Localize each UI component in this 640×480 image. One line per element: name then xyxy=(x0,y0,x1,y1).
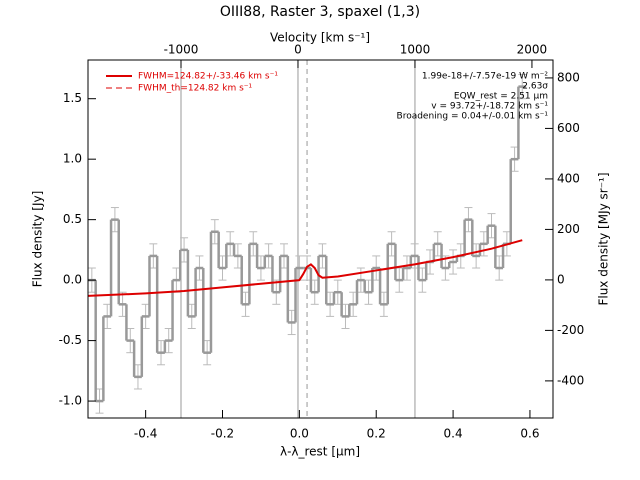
y2-tick-label: 200 xyxy=(557,222,580,236)
chart-title: OIII88, Raster 3, spaxel (1,3) xyxy=(220,4,420,20)
x2-tick-label: 2000 xyxy=(517,43,548,57)
x-tick-label: -0.2 xyxy=(211,427,234,441)
plot-frame xyxy=(87,59,554,419)
x-tick-label: 0.0 xyxy=(290,427,309,441)
x2-tick-label: -1000 xyxy=(164,43,199,57)
legend-label: FWHM=124.82+/-33.46 km s⁻¹ xyxy=(138,72,278,82)
y2-tick-label: 800 xyxy=(557,70,580,84)
x-tick-label: 0.6 xyxy=(520,427,539,441)
annotation: Broadening = 0.04+/-0.01 km s⁻¹ xyxy=(397,112,549,122)
y-tick-label: 1.5 xyxy=(63,91,82,105)
y-tick-label: 0.5 xyxy=(63,212,82,226)
x2-axis-label: Velocity [km s⁻¹] xyxy=(270,31,370,45)
legend-label: FWHM_th=124.82 km s⁻¹ xyxy=(138,84,253,94)
x-tick-label: 0.2 xyxy=(367,427,386,441)
x-tick-label: 0.4 xyxy=(444,427,463,441)
y-tick-label: 1.0 xyxy=(63,152,82,166)
annotation: 1.99e-18+/-7.57e-19 W m⁻² xyxy=(422,72,549,82)
annotation: v = 93.72+/-18.72 km s⁻¹ xyxy=(431,102,548,112)
fit-line xyxy=(87,239,523,297)
y-tick-label: -1.0 xyxy=(59,394,82,408)
annotation: 2.63σ xyxy=(522,82,548,92)
y2-tick-label: 400 xyxy=(557,171,580,185)
x-axis-label: λ-λ_rest [μm] xyxy=(280,445,360,459)
y2-tick-label: -200 xyxy=(557,323,584,337)
annotation: EQW_rest = 2.51 μm xyxy=(454,92,548,102)
y2-axis-label: Flux density [MJy sr⁻¹] xyxy=(597,172,611,305)
x2-tick-label: 0 xyxy=(294,43,302,57)
y-axis-label: Flux density [Jy] xyxy=(31,191,45,288)
y2-tick-label: -400 xyxy=(557,373,584,387)
y2-tick-label: 0 xyxy=(557,272,565,286)
y-tick-label: -0.5 xyxy=(59,333,82,347)
y-tick-label: 0.0 xyxy=(63,273,82,287)
y2-tick-label: 600 xyxy=(557,121,580,135)
x-tick-label: -0.4 xyxy=(134,427,157,441)
x2-tick-label: 1000 xyxy=(400,43,431,57)
